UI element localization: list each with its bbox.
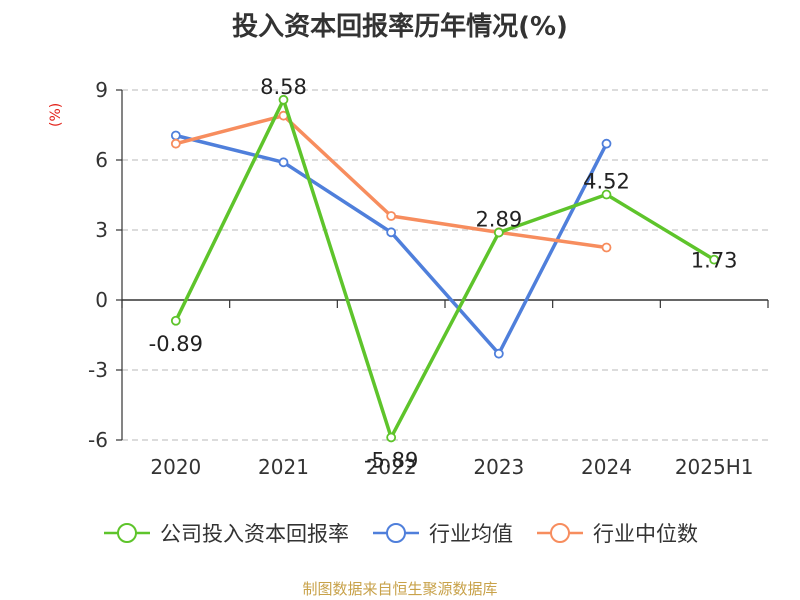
data-label: -0.89 xyxy=(149,332,203,356)
data-point xyxy=(709,254,720,265)
data-point xyxy=(278,157,289,168)
data-label: 2.89 xyxy=(475,208,522,232)
y-tick-label: 0 xyxy=(95,288,108,312)
legend-label-company: 公司投入资本回报率 xyxy=(160,522,349,546)
legend-marker-industry-mean xyxy=(373,523,419,543)
data-point xyxy=(601,138,612,149)
y-tick-label: 9 xyxy=(95,78,108,102)
data-point xyxy=(493,227,504,238)
data-point xyxy=(170,138,181,149)
legend-marker-company xyxy=(104,523,150,543)
data-point xyxy=(386,227,397,238)
data-point xyxy=(493,348,504,359)
y-tick-label: 3 xyxy=(95,218,108,242)
data-label: 4.52 xyxy=(583,170,630,194)
x-tick-label: 2025H1 xyxy=(675,455,754,479)
y-tick-label: -6 xyxy=(88,428,108,452)
data-label: 1.73 xyxy=(691,249,738,273)
data-point xyxy=(601,189,612,200)
chart-title: 投入资本回报率历年情况(%) xyxy=(232,12,568,42)
series-line xyxy=(175,133,609,356)
legend-item-industry-median[interactable]: 行业中位数 xyxy=(535,518,698,548)
legend-label-industry-mean: 行业均值 xyxy=(429,522,513,546)
legend-item-company[interactable]: 公司投入资本回报率 xyxy=(102,518,349,548)
x-tick-label: 2023 xyxy=(473,455,524,479)
x-tick-label: 2024 xyxy=(581,455,632,479)
y-tick-label: 6 xyxy=(95,148,108,172)
data-label: 8.58 xyxy=(260,75,307,99)
data-point xyxy=(278,94,289,105)
data-point xyxy=(170,130,181,141)
data-label: -5.89 xyxy=(364,448,418,472)
x-tick-label: 2021 xyxy=(258,455,309,479)
x-tick-label: 2022 xyxy=(366,455,417,479)
legend: 公司投入资本回报率 行业均值 行业中位数 xyxy=(0,518,800,548)
legend-marker-industry-median xyxy=(537,523,583,543)
data-point xyxy=(386,432,397,443)
y-tick-label: -3 xyxy=(88,358,108,382)
data-point xyxy=(170,315,181,326)
series-line xyxy=(174,98,716,440)
legend-item-industry-mean[interactable]: 行业均值 xyxy=(371,518,513,548)
source-note: 制图数据来自恒生聚源数据库 xyxy=(302,580,498,598)
legend-label-industry-median: 行业中位数 xyxy=(593,522,698,546)
x-tick-label: 2020 xyxy=(150,455,201,479)
data-point xyxy=(601,242,612,253)
data-point xyxy=(386,211,397,221)
